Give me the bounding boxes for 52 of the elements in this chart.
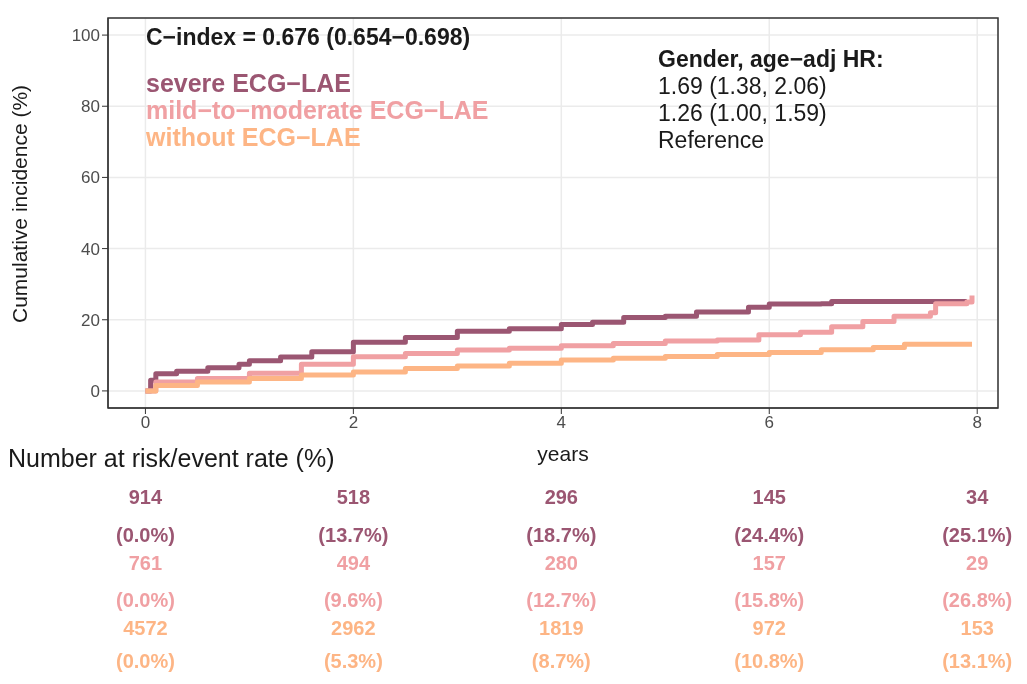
- text: 2962: [331, 617, 376, 640]
- text: 1819: [539, 617, 584, 640]
- x-tick-label: 6: [764, 413, 774, 433]
- y-axis-title: Cumulative incidence (%): [8, 84, 32, 323]
- annotation: Reference: [658, 127, 766, 154]
- text: 157: [752, 552, 786, 575]
- text: 34: [966, 486, 989, 509]
- text: 153: [960, 617, 994, 640]
- text: (12.7%): [526, 589, 597, 612]
- y-tick-label: 60: [81, 168, 100, 188]
- y-tick-label: 40: [81, 239, 100, 259]
- text: 972: [752, 617, 786, 640]
- text: (13.7%): [318, 524, 389, 547]
- text: (13.1%): [942, 650, 1013, 673]
- text: (26.8%): [942, 589, 1013, 612]
- text: (10.8%): [734, 650, 805, 673]
- annotation: 1.26 (1.00, 1.59): [658, 100, 828, 127]
- text: 280: [544, 552, 578, 575]
- y-tick-label: 100: [71, 26, 100, 46]
- annotation: C−index = 0.676 (0.654−0.698): [146, 24, 471, 51]
- y-tick-label: 80: [81, 97, 100, 117]
- text: (24.4%): [734, 524, 805, 547]
- text: (0.0%): [115, 589, 175, 612]
- text: (0.0%): [115, 650, 175, 673]
- x-tick-label: 4: [556, 413, 567, 433]
- text: mild−to−moderate ECG−LAE: [146, 96, 489, 124]
- text: (8.7%): [531, 650, 591, 673]
- x-tick-label: 8: [972, 413, 982, 433]
- text: Number at risk/event rate (%): [8, 444, 335, 473]
- text: (0.0%): [115, 524, 175, 547]
- annotation: Gender, age−adj HR:: [658, 46, 884, 73]
- text: (9.6%): [323, 589, 383, 612]
- text: (18.7%): [526, 524, 597, 547]
- y-tick-label: 0: [90, 381, 100, 401]
- x-tick-label: 2: [348, 413, 359, 433]
- text: 761: [128, 552, 163, 575]
- text: 296: [544, 486, 578, 509]
- text: (25.1%): [942, 524, 1013, 547]
- text: 145: [752, 486, 786, 509]
- text: (5.3%): [323, 650, 383, 673]
- text: without ECG−LAE: [146, 123, 362, 151]
- y-tick-label: 20: [81, 310, 100, 330]
- text: (15.8%): [734, 589, 805, 612]
- text: 518: [336, 486, 371, 509]
- annotation: 1.69 (1.38, 2.06): [658, 73, 828, 100]
- x-tick-label: 0: [140, 413, 151, 433]
- text: severe ECG−LAE: [146, 69, 352, 97]
- text: 4572: [123, 617, 168, 640]
- text: 494: [336, 552, 371, 575]
- x-axis-title: years: [537, 442, 589, 466]
- text: 914: [128, 486, 163, 509]
- text: 29: [966, 552, 989, 575]
